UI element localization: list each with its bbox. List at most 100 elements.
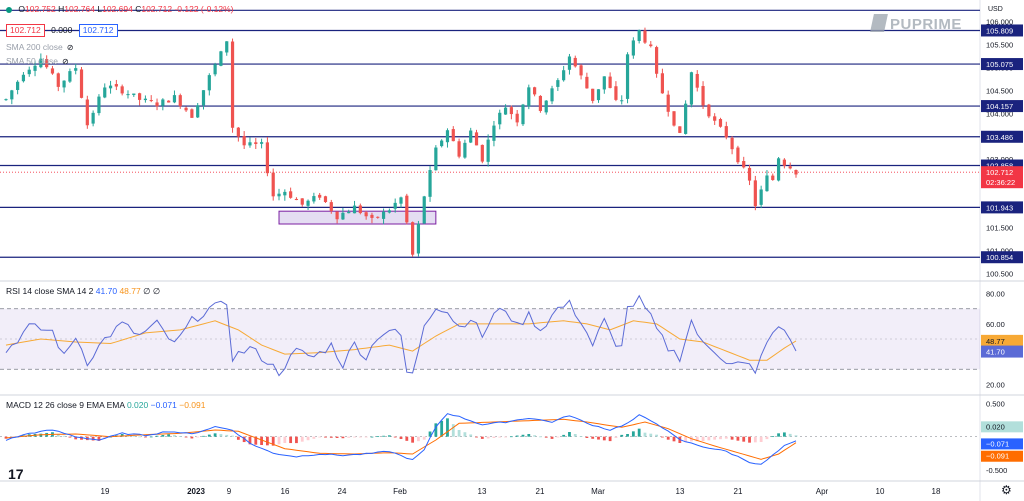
macd-histogram-bar (324, 436, 327, 438)
macd-histogram-bar (521, 434, 525, 437)
sma-200-legend[interactable]: SMA 200 close ⊘ (6, 42, 73, 52)
candle-body (306, 200, 310, 206)
macd-histogram-bar (329, 436, 333, 438)
macd-value-tag-label: −0.071 (986, 439, 1009, 448)
gear-icon[interactable]: ⚙ (1001, 483, 1012, 497)
candle-body (91, 112, 95, 124)
macd-line (5, 413, 797, 465)
candle-body (573, 57, 577, 67)
candle-body (678, 126, 682, 133)
macd-histogram-bar (347, 436, 351, 438)
macd-hist-tag-label: 0.020 (986, 422, 1005, 431)
close-value: 102.712 (141, 4, 173, 14)
macd-histogram-bar (782, 432, 786, 437)
candle-body (376, 216, 380, 218)
puprime-logo: PUPRIME (870, 14, 962, 33)
candle-body (300, 198, 304, 205)
macd-histogram-bar (190, 436, 194, 439)
macd-histogram-bar (544, 436, 548, 438)
candle-body (277, 193, 281, 197)
candle-body (230, 41, 235, 128)
candle-body (538, 95, 543, 111)
candle-body (120, 86, 124, 94)
candle-body (596, 89, 601, 101)
eye-hidden-icon[interactable]: ⊘ (61, 57, 69, 66)
candle-body (68, 71, 72, 82)
candle-body (620, 100, 624, 102)
macd-histogram-bar (283, 436, 287, 443)
macd-histogram-bar (289, 436, 293, 444)
candle-body (399, 197, 403, 204)
candle-body (544, 100, 548, 113)
level-price-tag (981, 24, 1023, 37)
candle-body (56, 73, 60, 87)
macd-histogram-bar (312, 436, 316, 439)
candle-body (161, 99, 165, 106)
price-axis-tick: 104.000 (986, 109, 1013, 118)
candle-body (649, 44, 653, 47)
candle-body (416, 223, 421, 254)
level-price-label: 102.858 (986, 162, 1013, 171)
candle-body (753, 180, 757, 207)
macd-axis-tick: -0.500 (986, 466, 1007, 475)
candle-body (776, 158, 781, 181)
price-axis-tick: 101.000 (986, 247, 1013, 256)
candle-body (329, 202, 333, 211)
candle-body (579, 65, 583, 76)
candle-body (62, 80, 66, 88)
macd-histogram-bar (568, 432, 571, 437)
macd-histogram-bar (602, 436, 606, 441)
candle-body (347, 211, 351, 214)
candle-body (265, 142, 269, 174)
sell-price-box[interactable]: 102.712 (6, 24, 45, 37)
time-axis-tick: 13 (676, 487, 685, 496)
buy-price-box[interactable]: 102.712 (78, 24, 118, 37)
candle-body (312, 196, 316, 202)
time-axis-tick: Apr (816, 487, 829, 496)
rsi-axis-tick: 20.00 (986, 380, 1005, 389)
macd-histogram-bar (591, 436, 595, 439)
macd-histogram-bar (765, 436, 769, 440)
macd-histogram-bar (295, 436, 298, 444)
rsi-legend: RSI 14 close SMA 14 2 41.70 48.77 ∅ ∅ (6, 286, 160, 297)
macd-histogram-bar (417, 436, 420, 442)
level-price-tag (981, 201, 1023, 214)
macd-histogram-bar (399, 436, 403, 439)
macd-histogram-bar (120, 434, 124, 437)
candle-body (515, 113, 519, 123)
candle-body (608, 76, 612, 88)
macd-histogram-bar (556, 436, 560, 438)
macd-histogram-bar (376, 436, 380, 438)
time-axis-tick: Mar (591, 487, 605, 496)
candle-body (259, 142, 264, 144)
current-price-label: 102.712 (986, 168, 1013, 177)
level-price-label: 101.943 (986, 203, 1013, 212)
candle-body (730, 137, 734, 150)
high-value: 102.764 (64, 4, 95, 14)
sma-50-legend[interactable]: SMA 50 close ⊘ (6, 56, 69, 66)
candle-body (422, 196, 426, 224)
macd-histogram-bar (231, 435, 234, 437)
rsi-sma-tag-label: 48.77 (986, 337, 1005, 346)
candle-body (364, 212, 368, 217)
tradingview-logo-icon[interactable]: 17 (8, 466, 24, 482)
macd-histogram-bar (515, 435, 519, 437)
macd-histogram-bar (271, 436, 275, 446)
candle-body (85, 99, 89, 126)
candle-body (225, 41, 229, 53)
sma-50-label: SMA 50 close (6, 56, 58, 66)
eye-hidden-icon[interactable]: ⊘ (66, 43, 74, 52)
candle-body (45, 58, 49, 68)
candle-body (794, 169, 798, 175)
macd-histogram-bar (666, 436, 670, 440)
candle-body (469, 130, 473, 143)
macd-histogram-bar (74, 436, 78, 440)
macd-histogram-bar (428, 431, 432, 437)
rsi-sma-value: 48.77 (119, 286, 141, 296)
macd-histogram-bar (631, 431, 635, 437)
macd-histogram-bar (196, 436, 200, 438)
time-axis-tick: 10 (876, 487, 885, 496)
ohlc-legend: O102.752 H102.764 L102.694 C102.712 -0.1… (6, 4, 234, 14)
level-price-label: 104.157 (986, 102, 1013, 111)
